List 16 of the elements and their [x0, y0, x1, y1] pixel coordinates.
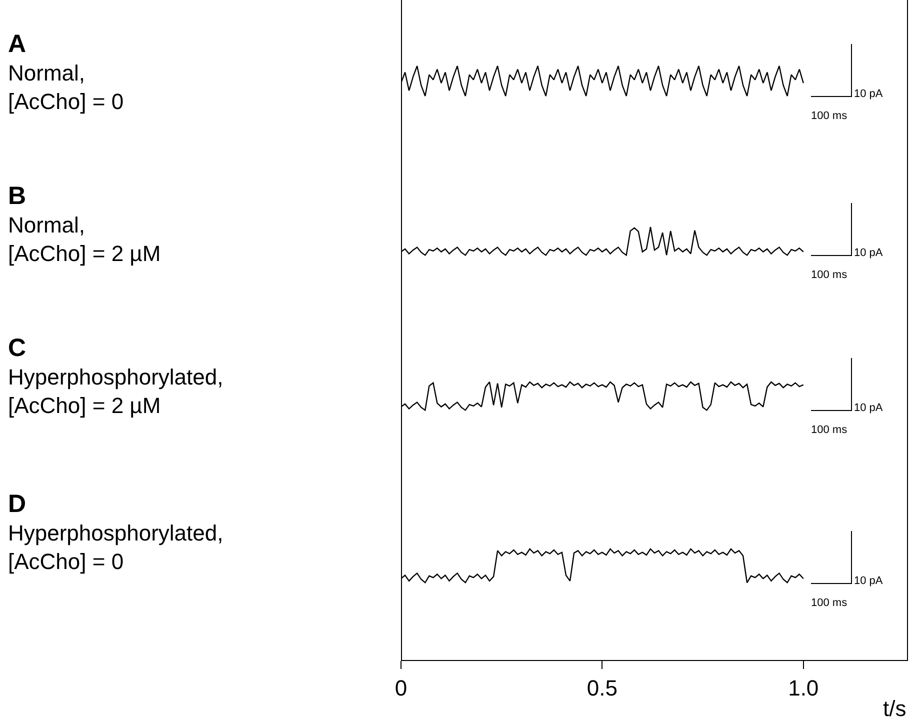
x-tick-label: 0.5 — [586, 675, 618, 700]
text: 100 ms — [811, 269, 848, 282]
text: 100 ms — [811, 424, 848, 436]
x-tick-label: 1.0 — [788, 675, 819, 700]
text: 100 ms — [811, 110, 848, 122]
x-tick-label: 0 — [394, 675, 408, 700]
annotation: 10 pA — [854, 574, 883, 587]
annotation: 10 pA — [854, 402, 883, 414]
annotation: 10 pA — [854, 247, 883, 260]
annotation: 10 pA — [854, 88, 883, 100]
y-axis-title: B Normal, [AcCho] = 2 µM — [8, 182, 161, 266]
y-axis-title: D Hyperphosphorylated, [AcCho] = 0 — [8, 490, 224, 574]
y-axis-title: A Normal, [AcCho] = 0 — [8, 30, 124, 114]
y-axis-title: C Hyperphosphorylated, [AcCho] = 2 µM — [8, 334, 224, 418]
text: 100 ms — [811, 596, 848, 609]
x-axis-title: t/s — [883, 696, 906, 721]
